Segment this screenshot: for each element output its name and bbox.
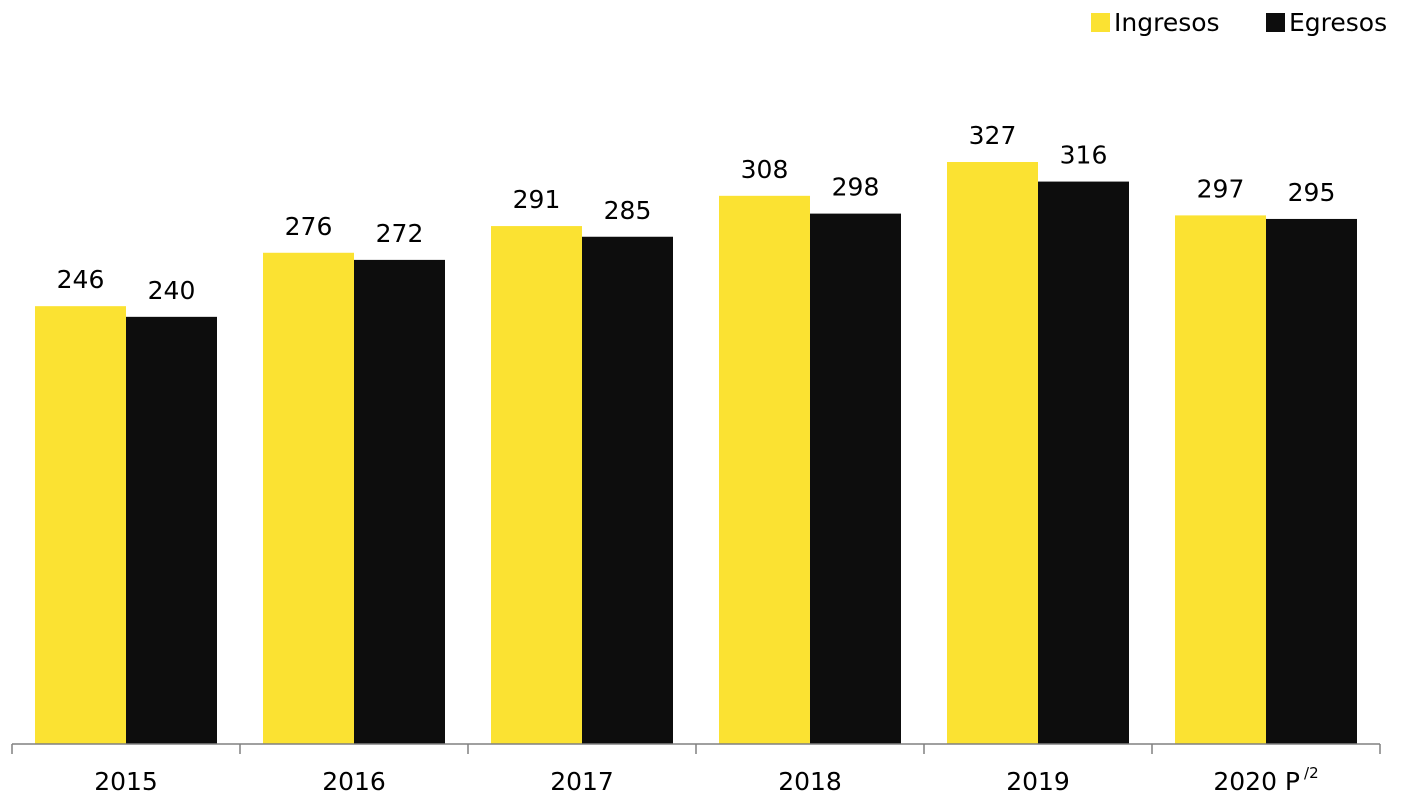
data-label-ingresos-2016: 276	[285, 212, 333, 241]
x-tick-label-2015: 2015	[94, 767, 158, 796]
legend-label-egresos: Egresos	[1289, 8, 1387, 37]
bar-egresos-2015	[126, 316, 217, 744]
data-label-egresos-2020-p: 295	[1288, 178, 1336, 207]
bar-ingresos-2017	[491, 226, 582, 744]
bar-ingresos-2016	[263, 252, 354, 744]
legend-item-ingresos: Ingresos	[1091, 8, 1220, 37]
x-tick-label-2017: 2017	[550, 767, 614, 796]
data-label-ingresos-2019: 327	[969, 121, 1017, 150]
bar-egresos-2017	[582, 236, 673, 744]
bars	[35, 162, 1357, 745]
x-tick-label-2018: 2018	[778, 767, 842, 796]
bar-egresos-2018	[810, 213, 901, 745]
bar-egresos-2020-p	[1266, 218, 1357, 744]
legend-item-egresos: Egresos	[1266, 8, 1387, 37]
x-axis: 2015 2016 2017 2018 2019 2020 P/2	[11, 743, 1381, 796]
x-tick-label-2019: 2019	[1006, 767, 1070, 796]
data-label-egresos-2017: 285	[604, 196, 652, 225]
x-tick-label-2020-p: 2020 P/2	[1213, 764, 1318, 796]
bar-ingresos-2020-p	[1175, 215, 1266, 744]
data-label-ingresos-2020-p: 297	[1197, 174, 1245, 203]
data-label-egresos-2019: 316	[1060, 141, 1108, 170]
legend: Ingresos Egresos	[1091, 8, 1387, 37]
legend-swatch-egresos	[1266, 13, 1285, 32]
x-tick-label-2016: 2016	[322, 767, 386, 796]
bar-ingresos-2018	[719, 195, 810, 744]
legend-label-ingresos: Ingresos	[1114, 8, 1220, 37]
data-labels: 246 240 276 272 291 285 308 298 327 316 297 295	[57, 121, 1336, 305]
bar-egresos-2016	[354, 259, 445, 744]
bar-egresos-2019	[1038, 181, 1129, 744]
data-label-egresos-2016: 272	[376, 219, 424, 248]
data-label-ingresos-2015: 246	[57, 265, 105, 294]
data-label-ingresos-2017: 291	[513, 185, 561, 214]
bar-ingresos-2015	[35, 306, 126, 744]
x-tick-label-superscript: /2	[1304, 764, 1319, 782]
bar-ingresos-2019	[947, 162, 1038, 744]
data-label-egresos-2018: 298	[832, 173, 880, 202]
legend-swatch-ingresos	[1091, 13, 1110, 32]
data-label-ingresos-2018: 308	[741, 155, 789, 184]
data-label-egresos-2015: 240	[148, 276, 196, 305]
